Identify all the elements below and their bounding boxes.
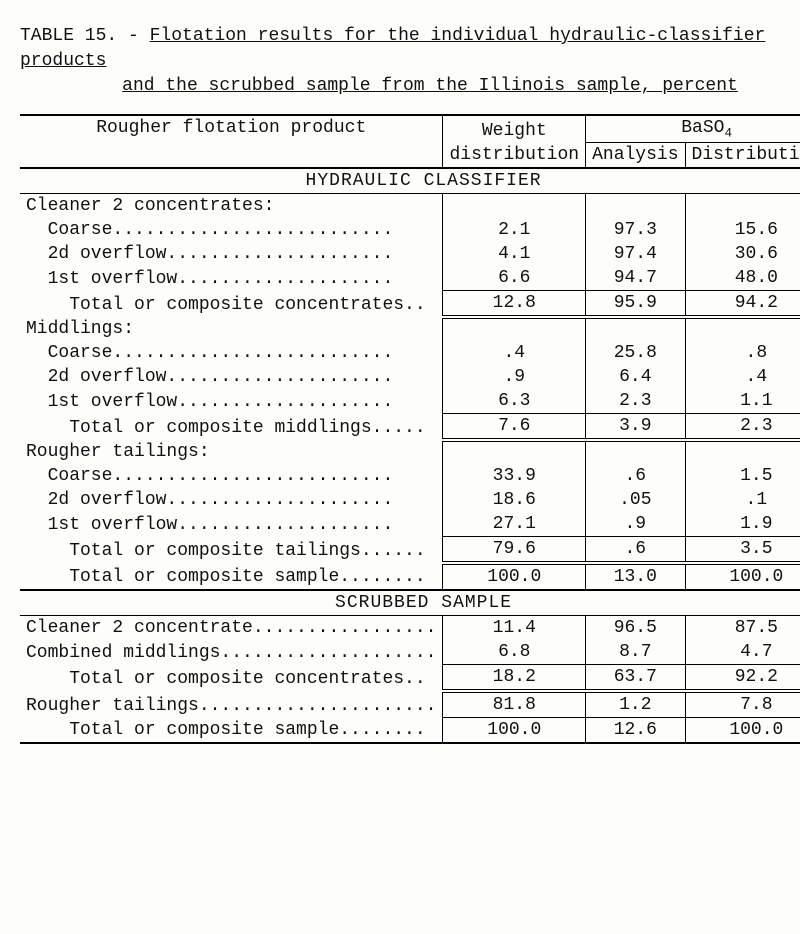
caption-prefix: TABLE 15. - [20, 26, 150, 46]
header-weight-2: distribution [443, 143, 586, 169]
table-caption: TABLE 15. - Flotation results for the in… [20, 24, 780, 100]
cell-value: .4 [685, 365, 800, 389]
cell-value: 100.0 [443, 718, 586, 744]
row-label: Coarse.......................... [20, 341, 443, 365]
cell-value: 7.8 [685, 691, 800, 718]
row-label: Coarse.......................... [20, 218, 443, 242]
cell-value: 95.9 [586, 291, 685, 318]
cell-value: .1 [685, 488, 800, 512]
row-label: 2d overflow..................... [20, 365, 443, 389]
cell-value: 2.1 [443, 218, 586, 242]
table-body: HYDRAULIC CLASSIFIER Cleaner 2 concentra… [20, 168, 800, 743]
cell-value: 12.8 [443, 291, 586, 318]
header-product: Rougher flotation product [20, 115, 443, 169]
cell-value: 1.9 [685, 512, 800, 537]
cell-value: 7.6 [443, 414, 586, 441]
cell-value: 63.7 [586, 665, 685, 692]
cell-value: 4.7 [685, 640, 800, 665]
cell-value [685, 440, 800, 464]
row-label: Cleaner 2 concentrates: [20, 194, 443, 219]
cell-value: 6.4 [586, 365, 685, 389]
cell-value: 1.2 [586, 691, 685, 718]
row-label: 1st overflow.................... [20, 389, 443, 414]
row-label: 1st overflow.................... [20, 512, 443, 537]
cell-value: 27.1 [443, 512, 586, 537]
section-heading: SCRUBBED SAMPLE [20, 590, 800, 616]
row-label: Rougher tailings: [20, 440, 443, 464]
cell-value: 3.5 [685, 537, 800, 564]
row-label: Total or composite middlings..... [20, 414, 443, 441]
cell-value [586, 317, 685, 341]
row-label: Coarse.......................... [20, 464, 443, 488]
cell-value: .05 [586, 488, 685, 512]
cell-value: 100.0 [443, 563, 586, 590]
header-weight-1: Weight [443, 115, 586, 143]
header-distribution: Distribution [685, 143, 800, 169]
cell-value: 87.5 [685, 616, 800, 641]
cell-value: 100.0 [685, 718, 800, 744]
row-label: Total or composite concentrates.. [20, 665, 443, 692]
row-label: 2d overflow..................... [20, 488, 443, 512]
cell-value: .9 [586, 512, 685, 537]
cell-value: .6 [586, 537, 685, 564]
row-label: Total or composite sample........ [20, 563, 443, 590]
cell-value: .9 [443, 365, 586, 389]
cell-value: 96.5 [586, 616, 685, 641]
cell-value: 94.2 [685, 291, 800, 318]
cell-value: 15.6 [685, 218, 800, 242]
cell-value: 12.6 [586, 718, 685, 744]
cell-value: 6.3 [443, 389, 586, 414]
cell-value: .8 [685, 341, 800, 365]
cell-value: 18.6 [443, 488, 586, 512]
cell-value [685, 317, 800, 341]
cell-value: 92.2 [685, 665, 800, 692]
cell-value: 2.3 [685, 414, 800, 441]
cell-value [443, 440, 586, 464]
cell-value [685, 194, 800, 219]
caption-line2: and the scrubbed sample from the Illinoi… [20, 74, 780, 99]
header-baso4: BaSO4 [586, 115, 800, 143]
cell-value: 100.0 [685, 563, 800, 590]
row-label: Total or composite sample........ [20, 718, 443, 744]
cell-value: 1.5 [685, 464, 800, 488]
cell-value: 33.9 [443, 464, 586, 488]
row-label: Cleaner 2 concentrate................. [20, 616, 443, 641]
header-analysis: Analysis [586, 143, 685, 169]
cell-value: 4.1 [443, 242, 586, 266]
cell-value: 48.0 [685, 266, 800, 291]
cell-value [586, 440, 685, 464]
cell-value [443, 194, 586, 219]
section-heading: HYDRAULIC CLASSIFIER [20, 168, 800, 194]
cell-value: 11.4 [443, 616, 586, 641]
row-label: Middlings: [20, 317, 443, 341]
cell-value: 13.0 [586, 563, 685, 590]
row-label: 2d overflow..................... [20, 242, 443, 266]
flotation-table: Rougher flotation product Weight BaSO4 d… [20, 114, 800, 745]
cell-value: 81.8 [443, 691, 586, 718]
cell-value: 6.8 [443, 640, 586, 665]
cell-value: 18.2 [443, 665, 586, 692]
cell-value [443, 317, 586, 341]
cell-value: 97.3 [586, 218, 685, 242]
row-label: 1st overflow.................... [20, 266, 443, 291]
cell-value: 25.8 [586, 341, 685, 365]
cell-value: 1.1 [685, 389, 800, 414]
cell-value: 79.6 [443, 537, 586, 564]
cell-value [586, 194, 685, 219]
cell-value: 6.6 [443, 266, 586, 291]
cell-value: 97.4 [586, 242, 685, 266]
cell-value: 30.6 [685, 242, 800, 266]
cell-value: 8.7 [586, 640, 685, 665]
row-label: Combined middlings.................... [20, 640, 443, 665]
cell-value: 3.9 [586, 414, 685, 441]
cell-value: .4 [443, 341, 586, 365]
cell-value: 2.3 [586, 389, 685, 414]
cell-value: .6 [586, 464, 685, 488]
row-label: Total or composite tailings...... [20, 537, 443, 564]
row-label: Rougher tailings...................... [20, 691, 443, 718]
cell-value: 94.7 [586, 266, 685, 291]
row-label: Total or composite concentrates.. [20, 291, 443, 318]
